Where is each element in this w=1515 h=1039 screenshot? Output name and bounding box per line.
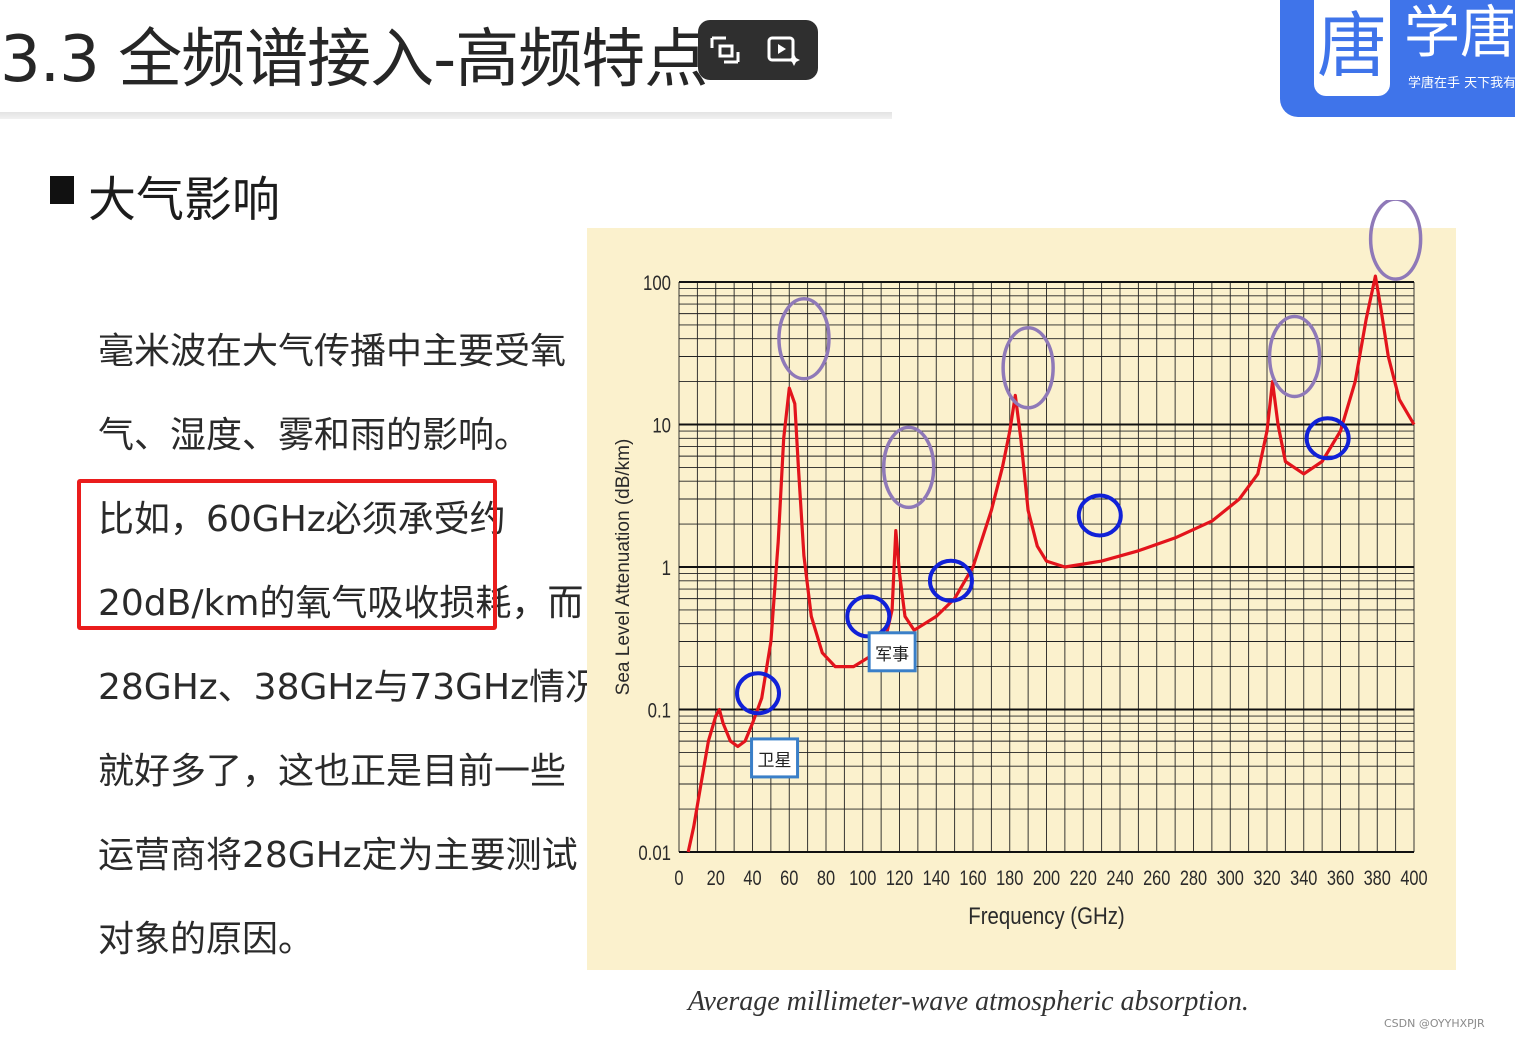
x-tick-label: 80 — [817, 866, 835, 889]
highlight-box — [77, 479, 497, 630]
x-tick-label: 180 — [996, 866, 1023, 889]
attenuation-chart: 0 20 40 60 80 100 120 140 160 180 200 220 240 260 280 3… — [613, 200, 1428, 929]
band-label-box — [867, 631, 917, 673]
body-line: 对象的原因。 — [98, 919, 315, 960]
x-tick-label: 40 — [743, 866, 761, 889]
body-line: 毫米波在大气传播中主要受氧 — [98, 331, 567, 372]
x-tick-label: 280 — [1180, 866, 1207, 889]
band-label: 军事 — [875, 645, 909, 665]
brand-slogan: 学唐在手 天下我有 — [1408, 76, 1515, 91]
x-tick-label: 360 — [1327, 866, 1354, 889]
peak-circle — [1267, 314, 1322, 399]
y-tick-label: 0.1 — [648, 700, 671, 723]
x-tick-label: 400 — [1400, 866, 1427, 889]
y-tick-label: 0.01 — [638, 842, 671, 865]
x-tick-label: 380 — [1364, 866, 1391, 889]
x-tick-label: 120 — [886, 866, 913, 889]
bullet-square-icon — [50, 176, 74, 204]
low-circle — [1304, 416, 1351, 461]
x-tick-label: 160 — [959, 866, 986, 889]
low-circle — [1076, 493, 1123, 538]
slide-title: 3.3 全频谱接入-高频特点 — [0, 23, 708, 97]
watermark: CSDN @OYYHXPJR — [1384, 1017, 1485, 1030]
body-line: 就好多了，这也正是目前一些 — [98, 751, 567, 792]
y-tick-label: 100 — [643, 272, 671, 295]
peak-circle — [777, 296, 831, 381]
attenuation-curve — [686, 274, 1416, 853]
x-tick-label: 100 — [849, 866, 876, 889]
peak-circle — [1368, 200, 1423, 281]
x-tick-label: 140 — [923, 866, 950, 889]
x-tick-label: 240 — [1106, 866, 1133, 889]
y-tick-label: 10 — [652, 415, 671, 438]
low-circle — [845, 594, 892, 639]
chart-caption: Average millimeter-wave atmospheric abso… — [688, 986, 1249, 1017]
x-tick-label: 340 — [1290, 866, 1317, 889]
band-label: 卫星 — [758, 751, 792, 771]
video-toolbar — [698, 20, 818, 80]
brand-logo-char: 唐 — [1317, 5, 1387, 87]
x-tick-label: 0 — [674, 866, 683, 889]
body-line: 比如，60GHz必须承受约 — [98, 499, 506, 540]
band-label-box — [750, 737, 800, 779]
low-circle — [927, 558, 974, 603]
x-axis-label: Frequency (GHz) — [968, 902, 1124, 929]
x-tick-label: 60 — [780, 866, 798, 889]
screen-cast-icon[interactable] — [708, 34, 742, 66]
brand-logo-box: 唐 — [1314, 0, 1390, 96]
title-divider — [0, 112, 892, 119]
body-line: 气、湿度、雾和雨的影响。 — [98, 415, 531, 456]
brand-logo: 唐 学唐 学唐在手 天下我有 — [1280, 0, 1515, 117]
x-tick-label: 320 — [1253, 866, 1280, 889]
x-tick-label: 300 — [1217, 866, 1244, 889]
low-circle — [735, 671, 782, 716]
y-tick-label: 1 — [662, 557, 671, 580]
body-line: 20dB/km的氧气吸收损耗，而 — [98, 583, 584, 624]
body-line: 28GHz、38GHz与73GHz情况 — [98, 667, 602, 708]
subheading: 大气影响 — [88, 172, 281, 228]
ai-video-icon[interactable] — [766, 34, 800, 66]
body-line: 运营商将28GHz定为主要测试 — [98, 835, 578, 876]
peak-circle — [1001, 326, 1055, 410]
x-tick-label: 260 — [1143, 866, 1170, 889]
x-tick-label: 200 — [1033, 866, 1060, 889]
peak-circle — [881, 425, 936, 510]
x-tick-label: 220 — [1070, 866, 1097, 889]
y-axis-label: Sea Level Attenuation (dB/km) — [613, 439, 634, 696]
x-tick-label: 20 — [707, 866, 725, 889]
brand-name: 学唐 — [1404, 1, 1515, 66]
